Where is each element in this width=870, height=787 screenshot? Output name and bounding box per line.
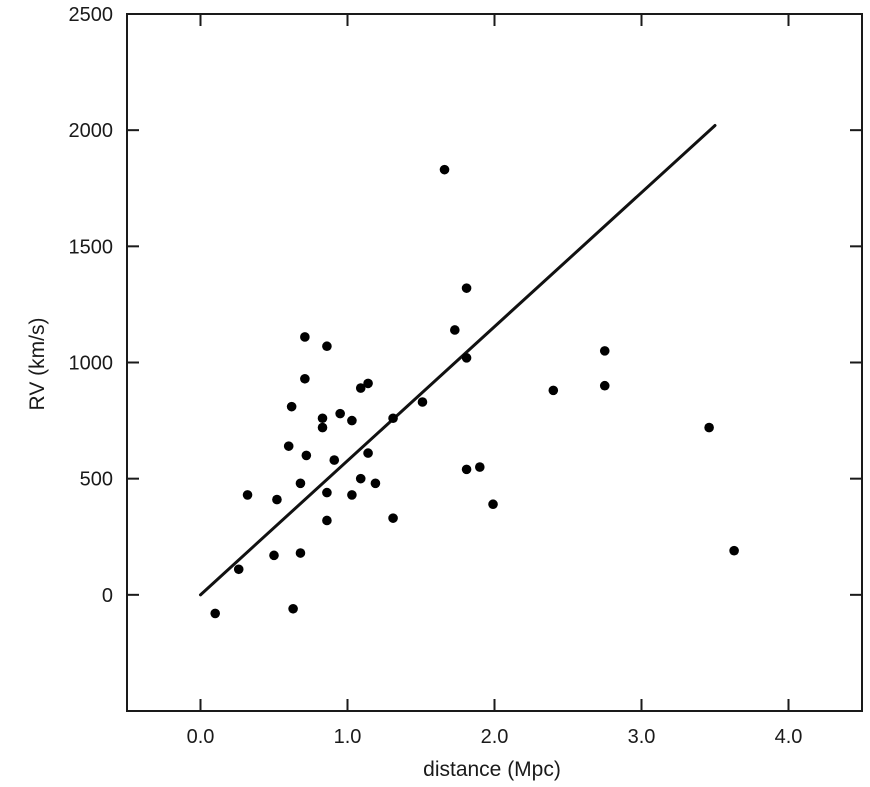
data-point	[269, 550, 279, 561]
data-point	[317, 422, 328, 433]
data-point	[286, 401, 297, 412]
y-tick-label: 0	[102, 585, 113, 607]
data-point	[461, 464, 472, 475]
data-point	[599, 346, 610, 356]
x-axis-ticks: 0.0 1.0 2.0 3.0 4.0	[187, 14, 803, 748]
y-tick-label: 500	[80, 469, 113, 491]
data-point	[233, 564, 244, 575]
data-point	[272, 494, 282, 505]
x-tick-label: 0.0	[187, 726, 215, 748]
y-tick-label: 1000	[69, 353, 114, 375]
data-point	[488, 499, 498, 510]
data-point	[335, 408, 345, 419]
data-point	[417, 397, 428, 407]
data-point	[370, 478, 381, 489]
data-point	[355, 473, 366, 484]
data-point	[288, 603, 298, 614]
fit-line-group	[199, 124, 717, 597]
data-point	[355, 383, 366, 393]
data-point	[283, 441, 294, 451]
data-point	[329, 455, 340, 465]
data-point	[317, 413, 328, 424]
plot-frame	[126, 13, 863, 712]
data-point	[388, 513, 398, 523]
data-point	[300, 332, 310, 342]
data-point	[704, 422, 714, 433]
y-axis-title: RV (km/s)	[26, 318, 49, 411]
data-point	[322, 515, 332, 526]
data-points	[210, 164, 739, 619]
data-point	[242, 490, 253, 500]
y-tick-label: 2000	[69, 120, 114, 142]
data-point	[295, 478, 306, 489]
data-point	[301, 450, 312, 461]
data-point	[450, 325, 460, 335]
data-point	[295, 548, 306, 558]
data-point	[599, 380, 610, 391]
data-point	[388, 413, 398, 424]
y-tick-label: 1500	[69, 236, 114, 258]
data-point	[461, 283, 472, 293]
x-tick-label: 2.0	[481, 726, 509, 748]
y-tick-label: 2500	[69, 4, 114, 26]
plot-border	[126, 13, 863, 712]
data-point	[548, 385, 559, 396]
data-point	[210, 608, 220, 619]
data-point	[729, 545, 739, 556]
data-point	[347, 490, 357, 500]
data-point	[363, 448, 373, 458]
x-tick-label: 3.0	[628, 726, 656, 748]
data-point	[300, 373, 310, 384]
x-axis-title: distance (Mpc)	[423, 758, 561, 781]
y-axis-ticks: 0 500 1000 1500 2000 2500	[69, 4, 862, 607]
data-point	[475, 462, 485, 472]
x-tick-label: 1.0	[334, 726, 362, 748]
fit-line	[199, 124, 717, 597]
data-point	[439, 164, 450, 175]
data-point	[347, 415, 357, 426]
x-tick-label: 4.0	[775, 726, 803, 748]
data-point	[363, 378, 373, 389]
data-point	[322, 341, 332, 352]
data-point	[461, 353, 472, 363]
data-point	[322, 487, 332, 498]
